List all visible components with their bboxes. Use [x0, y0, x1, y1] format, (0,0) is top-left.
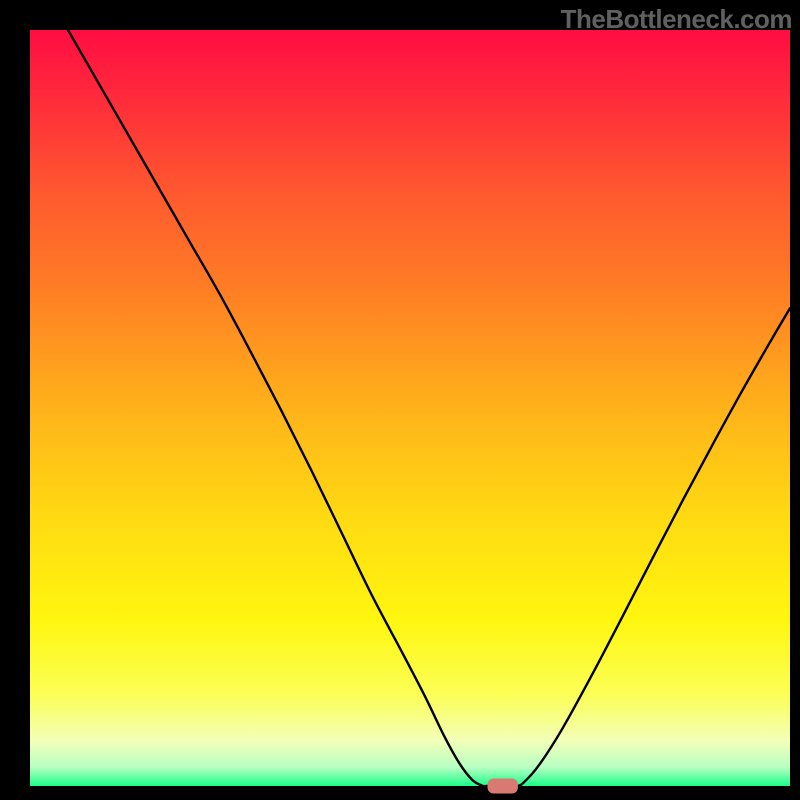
- chart-background: [30, 30, 790, 786]
- optimal-marker: [488, 778, 518, 793]
- watermark-text: TheBottleneck.com: [561, 4, 792, 35]
- chart-container: TheBottleneck.com: [0, 0, 800, 800]
- bottleneck-chart: [0, 0, 800, 800]
